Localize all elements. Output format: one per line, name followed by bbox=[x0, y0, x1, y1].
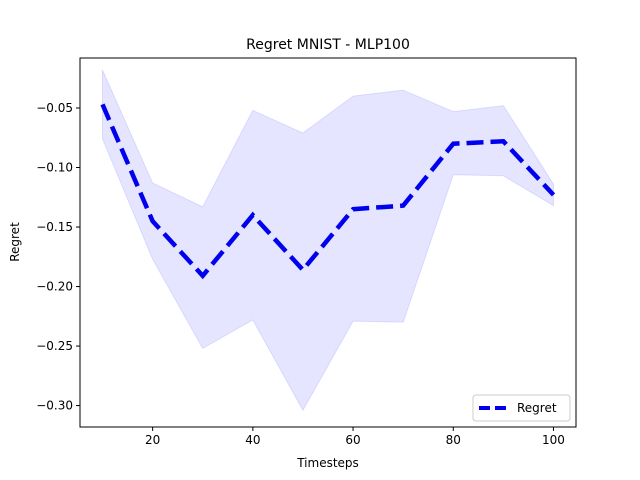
y-tick-label: −0.25 bbox=[36, 339, 73, 353]
x-tick-label: 100 bbox=[542, 433, 565, 447]
axes-frame bbox=[79, 57, 577, 428]
chart-title: Regret MNIST - MLP100 bbox=[246, 37, 410, 53]
data-point bbox=[351, 207, 355, 211]
data-point bbox=[451, 142, 455, 146]
y-axis: −0.30 −0.25 −0.20 −0.15 −0.10 −0.05 bbox=[36, 101, 80, 413]
data-point bbox=[401, 204, 405, 208]
y-tick-label: −0.20 bbox=[36, 280, 73, 294]
data-point bbox=[501, 139, 505, 143]
x-axis-label: Timesteps bbox=[296, 456, 359, 470]
y-tick-label: −0.10 bbox=[36, 161, 73, 175]
y-tick-label: −0.15 bbox=[36, 220, 73, 234]
plot-area bbox=[100, 69, 556, 412]
legend: Regret bbox=[472, 394, 571, 422]
y-tick-label: −0.30 bbox=[36, 399, 73, 413]
y-axis-label: Regret bbox=[8, 222, 22, 262]
regret-line bbox=[100, 103, 556, 280]
data-point bbox=[201, 274, 205, 278]
legend-label: Regret bbox=[517, 401, 557, 415]
data-point bbox=[251, 213, 255, 217]
x-axis: 20 40 60 80 100 bbox=[145, 427, 565, 447]
x-tick-label: 60 bbox=[345, 433, 360, 447]
x-tick-label: 40 bbox=[245, 433, 260, 447]
data-point bbox=[101, 102, 105, 106]
data-point bbox=[151, 219, 155, 223]
y-tick-label: −0.05 bbox=[36, 101, 73, 115]
x-tick-label: 20 bbox=[145, 433, 160, 447]
data-point bbox=[301, 268, 305, 272]
x-tick-label: 80 bbox=[446, 433, 461, 447]
data-point bbox=[552, 193, 556, 197]
legend-box bbox=[472, 394, 571, 422]
